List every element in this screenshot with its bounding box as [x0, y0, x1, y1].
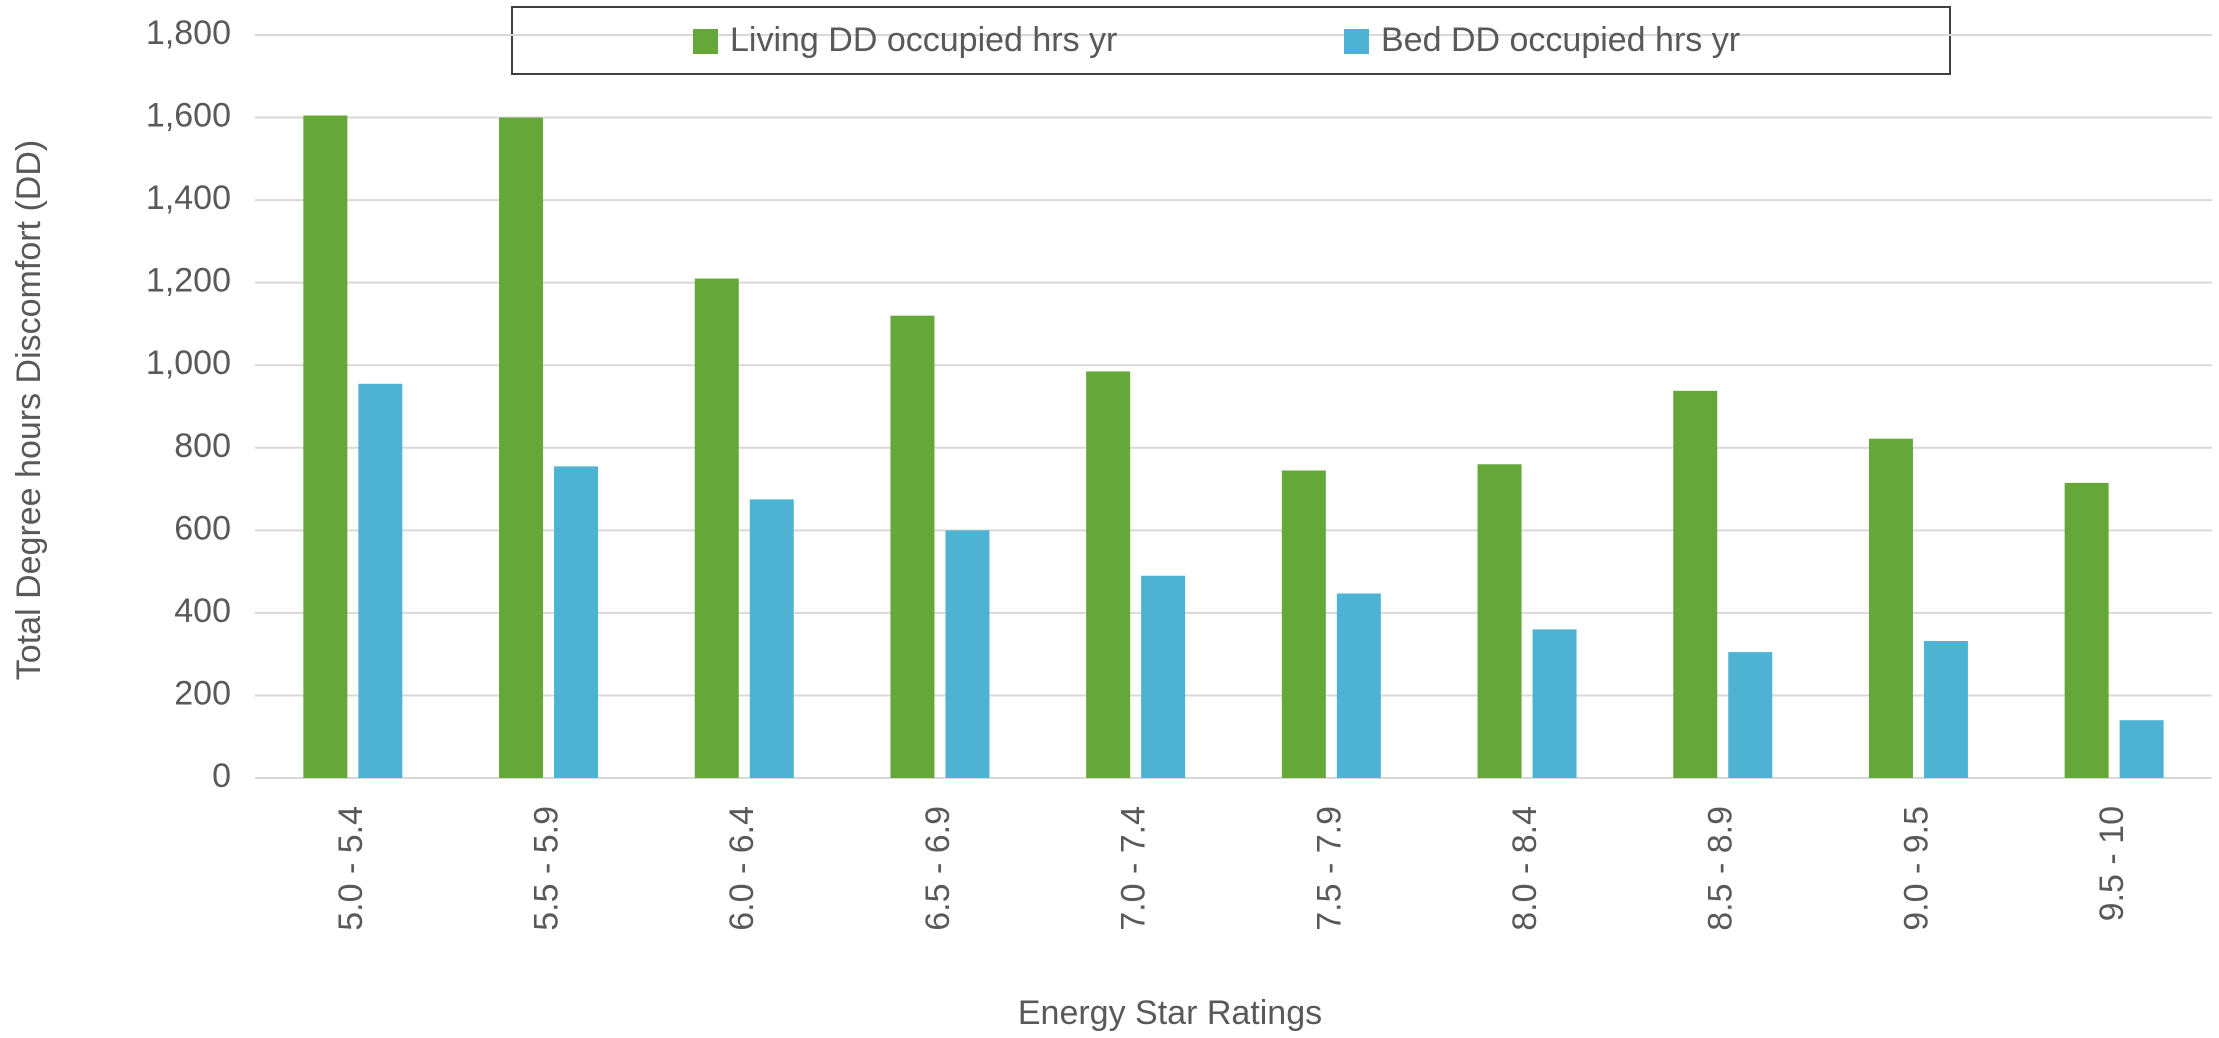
x-tick-label: 5.5 - 5.9 — [528, 806, 566, 931]
y-tick-label: 200 — [174, 674, 231, 712]
bar — [1923, 640, 1968, 778]
y-tick-label: 0 — [212, 757, 231, 795]
bar — [499, 117, 544, 779]
y-tick-label: 800 — [174, 427, 231, 465]
bar — [1532, 629, 1577, 778]
bar — [694, 278, 739, 778]
bar — [1728, 652, 1773, 778]
x-tick-label: 7.0 - 7.4 — [1115, 806, 1153, 931]
bar — [890, 315, 935, 778]
x-tick-label: 6.0 - 6.4 — [723, 806, 761, 931]
bar — [1477, 464, 1522, 778]
y-tick-label: 1,800 — [146, 14, 231, 52]
bar — [1086, 371, 1131, 778]
legend-label: Bed DD occupied hrs yr — [1381, 21, 1740, 59]
bar — [554, 466, 599, 778]
y-tick-label: 1,600 — [146, 97, 231, 135]
x-tick-label: 7.5 - 7.9 — [1310, 806, 1348, 931]
x-axis-label: Energy Star Ratings — [1018, 994, 1322, 1032]
x-tick-label: 6.5 - 6.9 — [919, 806, 957, 931]
legend-box — [511, 6, 1951, 75]
bar — [1336, 593, 1381, 778]
y-tick-label: 1,200 — [146, 262, 231, 300]
y-tick-label: 600 — [174, 509, 231, 547]
legend-swatch — [1344, 29, 1369, 54]
y-tick-label: 400 — [174, 592, 231, 630]
bar — [303, 115, 348, 778]
y-tick-label: 1,000 — [146, 344, 231, 382]
bar — [2064, 482, 2109, 778]
y-tick-label: 1,400 — [146, 179, 231, 217]
x-tick-label: 5.0 - 5.4 — [332, 806, 370, 931]
x-tick-label: 9.5 - 10 — [2093, 806, 2131, 921]
bar — [1281, 470, 1326, 778]
bar — [1673, 390, 1718, 778]
legend-swatch — [693, 29, 718, 54]
x-tick-label: 8.0 - 8.4 — [1506, 806, 1544, 931]
bar — [358, 383, 403, 778]
legend-label: Living DD occupied hrs yr — [730, 21, 1117, 59]
bar — [749, 499, 794, 778]
bar — [1141, 575, 1186, 778]
bar — [1868, 438, 1913, 778]
x-tick-label: 9.0 - 9.5 — [1897, 806, 1935, 931]
bar — [945, 530, 990, 778]
bar — [2119, 720, 2164, 778]
y-axis-label: Total Degree hours Discomfort (DD) — [10, 140, 48, 680]
x-tick-label: 8.5 - 8.9 — [1702, 806, 1740, 931]
